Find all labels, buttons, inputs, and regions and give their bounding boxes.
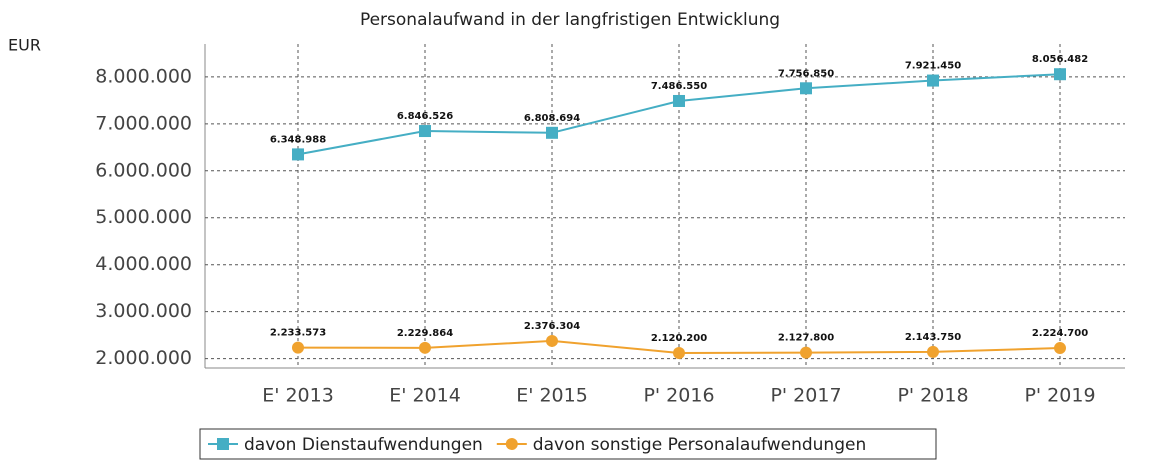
- data-label: 7.486.550: [651, 81, 707, 92]
- data-point: [800, 82, 812, 95]
- legend-box: [199, 428, 937, 460]
- y-tick-label: 4.000.000: [95, 253, 192, 275]
- data-label: 2.224.700: [1032, 328, 1088, 339]
- data-label: 2.120.200: [651, 333, 707, 344]
- x-tick-label: P' 2017: [770, 385, 841, 407]
- data-point: [927, 345, 939, 358]
- data-point: [673, 94, 685, 107]
- legend-label: davon Dienstaufwendungen: [244, 435, 483, 455]
- data-point: [927, 74, 939, 87]
- y-tick-label: 5.000.000: [95, 206, 192, 228]
- y-tick-label: 2.000.000: [95, 347, 192, 369]
- x-tick-label: P' 2019: [1024, 385, 1095, 407]
- data-point: [419, 341, 431, 354]
- data-point: [1054, 68, 1066, 81]
- data-point: [1054, 342, 1066, 355]
- x-tick-label: E' 2013: [262, 385, 334, 407]
- data-label: 7.756.850: [778, 68, 834, 79]
- legend-marker: [217, 438, 229, 450]
- x-tick-label: E' 2014: [389, 385, 461, 407]
- data-point: [546, 334, 558, 347]
- legend-marker: [505, 438, 518, 450]
- data-label: 6.846.526: [397, 111, 453, 122]
- data-label: 6.808.694: [524, 113, 580, 124]
- y-axis-label: EUR: [8, 36, 41, 55]
- y-tick-label: 3.000.000: [95, 300, 192, 322]
- data-label: 2.233.573: [270, 328, 326, 339]
- chart-title: Personalaufwand in der langfristigen Ent…: [360, 10, 780, 30]
- data-label: 2.229.864: [397, 328, 453, 339]
- data-label: 2.376.304: [524, 321, 580, 332]
- y-tick-label: 7.000.000: [95, 112, 192, 134]
- data-label: 8.056.482: [1032, 54, 1088, 65]
- data-point: [292, 341, 304, 354]
- y-tick-label: 6.000.000: [95, 159, 192, 181]
- data-point: [673, 346, 685, 359]
- y-tick-label: 8.000.000: [95, 65, 192, 87]
- x-tick-label: E' 2015: [516, 385, 588, 407]
- x-tick-label: P' 2018: [897, 385, 968, 407]
- data-point: [292, 148, 304, 161]
- x-tick-label: P' 2016: [643, 385, 714, 407]
- data-point: [546, 126, 558, 139]
- data-point: [800, 346, 812, 359]
- data-label: 2.127.800: [778, 333, 834, 344]
- data-label: 2.143.750: [905, 332, 961, 343]
- data-label: 6.348.988: [270, 134, 326, 145]
- data-label: 7.921.450: [905, 61, 961, 72]
- data-point: [419, 125, 431, 138]
- legend-label: davon sonstige Personalaufwendungen: [533, 435, 866, 455]
